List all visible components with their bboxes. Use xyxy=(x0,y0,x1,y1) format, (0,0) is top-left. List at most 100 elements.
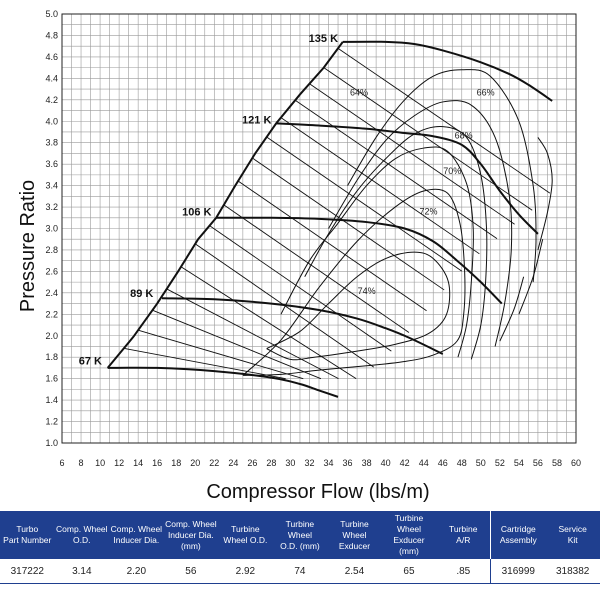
y-tick-label: 1.2 xyxy=(45,417,58,427)
plot-frame xyxy=(61,13,577,444)
x-tick-label: 26 xyxy=(247,458,257,468)
hatch-line xyxy=(209,225,392,352)
x-tick-label: 30 xyxy=(285,458,295,468)
turbo-spec-table: Turbo Part Number Comp. Wheel O.D. Comp. Whe… xyxy=(0,511,600,584)
x-tick-label: 32 xyxy=(304,458,314,468)
speed-line-label: 135 K xyxy=(309,33,338,45)
spec-header-text: Inducer Dia. xyxy=(113,535,160,545)
spec-value-cell: 316999 xyxy=(490,559,546,584)
hatch-line xyxy=(123,347,286,380)
speed-line-label: 106 K xyxy=(182,207,211,219)
x-tick-label: 36 xyxy=(343,458,353,468)
y-tick-label: 2.6 xyxy=(45,266,58,276)
spec-header-cell: Comp. Wheel Inducer Dia. xyxy=(109,511,164,559)
y-tick-label: 4.6 xyxy=(45,52,58,62)
spec-header-text: O.D. xyxy=(73,535,91,545)
x-axis-title: Compressor Flow (lbs/m) xyxy=(206,481,429,503)
y-tick-label: 4.4 xyxy=(45,73,58,83)
spec-header-text: A/R xyxy=(456,535,471,545)
spec-header-cell: Service Kit xyxy=(545,511,600,559)
efficiency-label: 70% xyxy=(443,166,461,176)
spec-value-cell: 318382 xyxy=(545,559,600,584)
x-tick-label: 58 xyxy=(552,458,562,468)
x-tick-label: 12 xyxy=(114,458,124,468)
y-tick-label: 2.2 xyxy=(45,309,58,319)
spec-header-text: Assembly xyxy=(499,535,537,545)
x-tick-label: 28 xyxy=(266,458,276,468)
x-tick-label: 16 xyxy=(152,458,162,468)
x-tick-label: 22 xyxy=(209,458,219,468)
x-tick-label: 10 xyxy=(95,458,105,468)
y-tick-label: 3.4 xyxy=(45,181,58,191)
spec-header-text: Comp. Wheel xyxy=(165,518,217,529)
speed-line xyxy=(216,216,503,305)
hatch-line xyxy=(166,288,339,380)
y-axis-title: Pressure Ratio xyxy=(17,180,39,312)
hatch-line xyxy=(223,204,410,333)
y-tick-label: 2.8 xyxy=(45,245,58,255)
spec-header-text: Turbine xyxy=(231,524,260,534)
spec-table-header-row: Turbo Part Number Comp. Wheel O.D. Comp. Whe… xyxy=(0,511,600,559)
spec-header-text: Comp. Wheel xyxy=(56,524,108,534)
y-tick-label: 3.2 xyxy=(45,202,58,212)
spec-value-cell: 2.92 xyxy=(218,559,273,584)
efficiency-label: 66% xyxy=(477,88,495,98)
spec-header-text: Comp. Wheel xyxy=(110,524,163,534)
spec-header-cell: Turbine Wheel Exducer xyxy=(327,511,382,559)
y-tick-label: 4.2 xyxy=(45,95,58,105)
speed-line-label: 121 K xyxy=(242,114,271,126)
y-tick-label: 3.8 xyxy=(45,138,58,148)
spec-value-cell: 56 xyxy=(163,559,219,584)
efficiency-island xyxy=(328,100,513,347)
spec-header-text: Kit xyxy=(567,535,578,545)
hatch-line xyxy=(309,83,515,225)
spec-header-text: Turbine Wheel xyxy=(394,513,424,534)
x-tick-label: 40 xyxy=(381,458,391,468)
efficiency-label: 68% xyxy=(455,130,473,140)
speed-line xyxy=(276,122,539,235)
x-tick-label: 54 xyxy=(514,458,524,468)
x-tick-label: 20 xyxy=(190,458,200,468)
spec-value-cell: 74 xyxy=(272,559,328,584)
y-tick-label: 1.8 xyxy=(45,352,58,362)
spec-header-text: Wheel O.D. xyxy=(223,535,268,545)
efficiency-island xyxy=(499,276,525,342)
y-tick-label: 4.0 xyxy=(45,116,58,126)
spec-header-text: Turbo xyxy=(16,524,39,534)
spec-value-cell: 3.14 xyxy=(54,559,110,584)
hatch-line xyxy=(294,99,498,239)
spec-header-cell: Turbine Wheel O.D. (mm) xyxy=(272,511,328,559)
x-tick-label: 34 xyxy=(324,458,334,468)
speed-line xyxy=(161,297,444,355)
y-tick-label: 1.0 xyxy=(45,438,58,448)
chart-grid: 6 8 10 12 14 16 18 20 22 24 26 28 30 32 34 36 38 40 42 44 46… xyxy=(45,9,581,468)
spec-header-cell: Comp. Wheel O.D. xyxy=(54,511,110,559)
spec-header-text: Service xyxy=(558,524,587,534)
efficiency-island xyxy=(242,188,466,376)
spec-value-cell: 317222 xyxy=(0,559,55,584)
compressor-map-chart: 6 8 10 12 14 16 18 20 22 24 26 28 30 32 34 36 38 40 42 44 46… xyxy=(17,9,581,503)
spec-header-text: Cartridge xyxy=(500,524,536,534)
spec-header-cell: Comp. Wheel Inducer Dia. (mm) xyxy=(163,511,219,559)
spec-header-cell: Cartridge Assembly xyxy=(490,511,546,559)
spec-header-text: Inducer Dia. (mm) xyxy=(167,529,214,551)
hatch-line xyxy=(266,136,463,272)
x-tick-label: 56 xyxy=(533,458,543,468)
spec-header-text: Exducer (mm) xyxy=(393,535,425,556)
hatch-line xyxy=(237,180,427,312)
spec-header-cell: Turbo Part Number xyxy=(0,511,55,559)
spec-header-text: Turbine Wheel xyxy=(285,518,315,540)
spec-value-cell: .85 xyxy=(436,559,491,584)
speed-line xyxy=(107,366,339,398)
x-tick-label: 50 xyxy=(476,458,486,468)
spec-header-text: O.D. (mm) xyxy=(280,540,320,551)
efficiency-island xyxy=(537,137,553,251)
x-tick-label: 38 xyxy=(362,458,372,468)
efficiency-island xyxy=(304,126,488,360)
x-tick-label: 18 xyxy=(171,458,181,468)
spec-header-cell: Turbine Wheel O.D. xyxy=(218,511,273,559)
y-tick-label: 3.0 xyxy=(45,224,58,234)
speed-line xyxy=(342,40,553,102)
hatch-line xyxy=(280,117,480,255)
x-tick-label: 24 xyxy=(228,458,238,468)
